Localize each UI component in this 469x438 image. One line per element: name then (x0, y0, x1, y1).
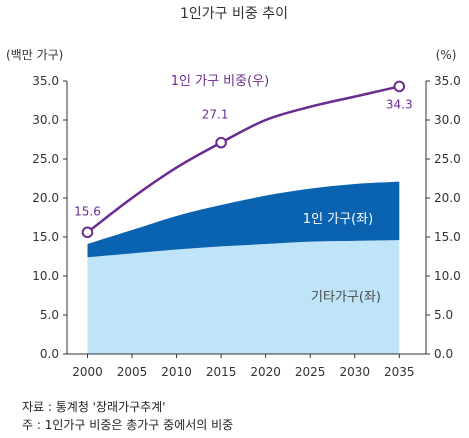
right-tick-label: 30.0 (434, 113, 461, 127)
left-tick-label: 0.0 (40, 347, 59, 361)
x-tick-label: 2025 (295, 365, 326, 379)
area-other-households (87, 240, 400, 354)
x-tick-label: 2030 (339, 365, 370, 379)
right-tick-label: 0.0 (434, 347, 453, 361)
left-tick-label: 30.0 (32, 113, 59, 127)
label-single-households: 1인 가구(좌) (303, 212, 373, 227)
left-axis-unit: (백만 가구) (6, 48, 63, 62)
left-tick-label: 15.0 (32, 230, 59, 244)
label-other-households: 기타가구(좌) (311, 290, 381, 305)
line-data-label: 27.1 (202, 108, 229, 122)
right-tick-label: 20.0 (434, 191, 461, 205)
right-tick-label: 25.0 (434, 152, 461, 166)
x-tick-label: 2000 (72, 365, 103, 379)
x-tick-label: 2005 (117, 365, 148, 379)
chart: 1인가구 비중 추이 (백만 가구) (%) 1인 가구(좌) 기타가구(좌) 0.0 5.… (6, 6, 461, 379)
line-series-label: 1인 가구 비중(우) (171, 74, 269, 89)
line-marker (81, 226, 94, 239)
source-line-1: 자료 : 통계청 '장래가구추계' (22, 400, 166, 414)
source-line-2: 주 : 1인가구 비중은 총가구 중에서의 비중 (22, 418, 234, 432)
line-marker (215, 136, 227, 149)
right-tick-label: 35.0 (434, 74, 461, 88)
left-tick-label: 35.0 (32, 74, 59, 88)
area-single-households (87, 181, 400, 258)
left-tick-label: 20.0 (32, 191, 59, 205)
chart-title: 1인가구 비중 추이 (180, 6, 288, 22)
right-axis-unit: (%) (436, 48, 457, 62)
left-tick-label: 10.0 (32, 269, 59, 283)
left-tick-label: 5.0 (40, 308, 59, 322)
right-tick-label: 5.0 (434, 308, 453, 322)
left-tick-label: 25.0 (32, 152, 59, 166)
x-tick-label: 2035 (384, 365, 415, 379)
line-single-household-share (86, 85, 400, 234)
line-marker (393, 80, 406, 93)
right-tick-label: 10.0 (434, 269, 461, 283)
x-tick-label: 2020 (250, 365, 281, 379)
right-tick-label: 15.0 (434, 230, 461, 244)
x-tick-label: 2015 (206, 365, 237, 379)
line-data-label: 34.3 (386, 97, 413, 111)
x-tick-label: 2010 (161, 365, 192, 379)
line-data-label: 15.6 (74, 204, 101, 218)
